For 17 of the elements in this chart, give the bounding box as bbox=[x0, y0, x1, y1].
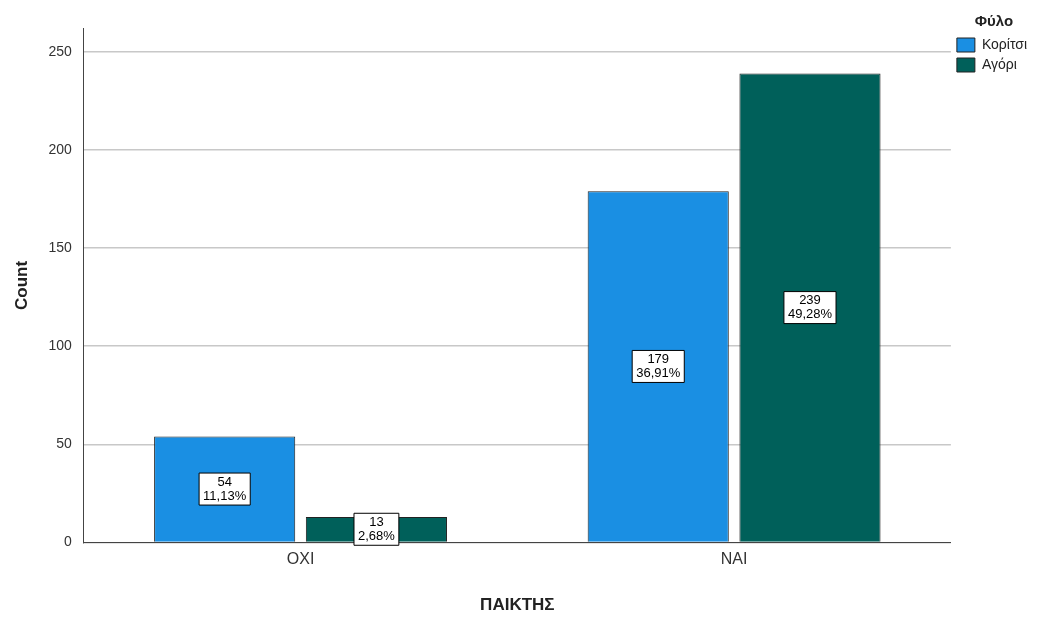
legend-title: Φύλο bbox=[974, 11, 1014, 29]
data-label: 179 36,91% bbox=[636, 351, 681, 381]
x-axis-title: ΠΑΙΚΤΗΣ bbox=[480, 595, 555, 615]
y-tick-label: 200 bbox=[48, 140, 72, 157]
legend-label: Αγόρι bbox=[981, 55, 1017, 72]
data-label: 239 49,28% bbox=[787, 292, 833, 322]
y-tick-label: 100 bbox=[48, 337, 72, 354]
y-axis-title: Count bbox=[11, 260, 31, 310]
y-tick-label: 50 bbox=[56, 435, 72, 452]
legend-label: Κορίτσι bbox=[981, 35, 1028, 52]
y-tick-label: 0 bbox=[63, 533, 72, 550]
data-label: 54 11,13% bbox=[203, 473, 247, 503]
data-label: 13 2,68% bbox=[357, 513, 396, 543]
y-tick-label: 250 bbox=[48, 42, 72, 59]
x-tick-label: ΝΑΙ bbox=[720, 550, 748, 568]
x-tick-label: ΟΧΙ bbox=[286, 550, 315, 568]
y-tick-label: 150 bbox=[48, 238, 72, 255]
